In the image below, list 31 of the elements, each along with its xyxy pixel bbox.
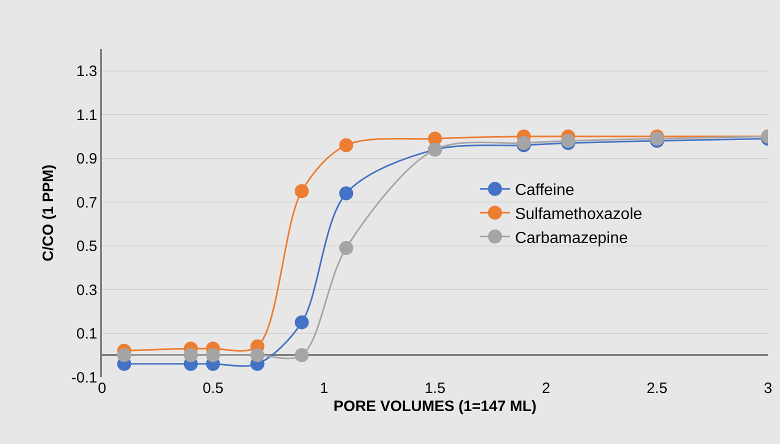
legend-label: Caffeine <box>514 182 574 200</box>
y-tick-label: 0.1 <box>76 326 98 343</box>
x-tick-label: 2 <box>542 380 550 397</box>
y-axis-title: C/CO (1 PPM) <box>40 164 58 262</box>
point <box>117 348 132 362</box>
point <box>294 184 309 198</box>
x-tick-label: 1.5 <box>424 380 446 397</box>
y-tick-label: 1.3 <box>76 63 98 80</box>
x-tick-label: 0 <box>98 380 106 397</box>
x-tick-label: 3 <box>764 380 772 397</box>
legend-label: Carbamazepine <box>514 230 628 247</box>
point <box>339 138 354 152</box>
y-tick-label: 0.9 <box>76 150 98 168</box>
y-tick-label: 0.7 <box>76 194 98 212</box>
legend-label: Sulfamethoxazole <box>514 206 642 223</box>
x-tick-label: 1 <box>320 380 328 397</box>
y-tick-label: 0.5 <box>76 238 98 256</box>
point <box>250 348 264 362</box>
point <box>294 348 309 362</box>
point <box>206 348 220 362</box>
x-tick-label: 0.5 <box>202 380 224 397</box>
y-tick-label: 0.3 <box>76 282 98 299</box>
point <box>339 186 354 200</box>
y-tick-label: -0.1 <box>71 369 98 386</box>
x-tick-label: 2.5 <box>646 380 668 397</box>
point <box>339 240 354 255</box>
y-tick-label: 1.1 <box>76 106 98 124</box>
point <box>294 315 309 330</box>
x-axis-title: PORE VOLUMES (1=147 ML) <box>334 398 536 415</box>
point <box>184 348 198 362</box>
point <box>561 134 576 148</box>
